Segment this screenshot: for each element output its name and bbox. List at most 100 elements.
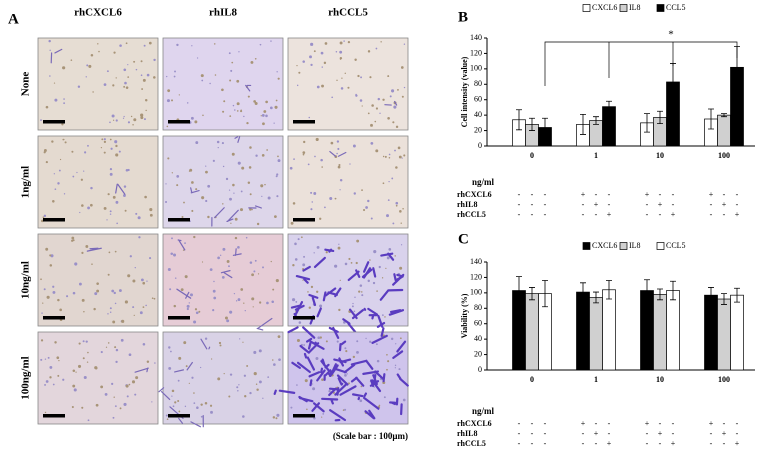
cell-dot <box>167 268 171 272</box>
error-bar <box>670 280 676 301</box>
cell-dot <box>165 200 168 203</box>
cell-dot <box>113 51 116 54</box>
cell-dot <box>62 66 66 70</box>
cell-dot <box>316 245 320 249</box>
cell-dot <box>292 202 296 205</box>
cell-dot <box>251 208 253 211</box>
cell-stain <box>321 397 339 405</box>
cell-dot <box>127 274 131 278</box>
cell-dot <box>245 236 248 239</box>
cell-dot <box>125 384 129 388</box>
table-sign: - <box>531 210 534 219</box>
cell-dot <box>217 146 219 149</box>
cell-dot <box>275 99 278 102</box>
cell-dot <box>201 196 205 200</box>
cell-dot <box>110 147 113 150</box>
cell-dot <box>243 374 247 377</box>
legend-swatch <box>582 242 591 250</box>
table-sign: - <box>608 190 611 199</box>
table-sign: + <box>594 429 599 438</box>
table-sign: - <box>518 200 521 209</box>
cell-dot <box>336 340 339 343</box>
table-sign: - <box>582 439 585 448</box>
cell-stain <box>295 274 311 284</box>
cell-dot <box>113 396 115 398</box>
cell-dot <box>309 55 312 59</box>
cell-dot <box>338 164 341 167</box>
cell-dot <box>398 155 402 159</box>
cell-dot <box>135 376 139 380</box>
cell-dot <box>375 107 379 110</box>
cell-dot <box>112 119 115 121</box>
cell-dot <box>339 58 342 60</box>
x-tick-label: 0 <box>530 151 534 160</box>
cell-stain <box>363 307 379 316</box>
cell-dot <box>214 74 217 76</box>
table-sign: - <box>582 200 585 209</box>
cell-dot <box>336 79 338 82</box>
cell-stain <box>115 183 126 195</box>
cell-dot <box>171 237 173 240</box>
cell-dot <box>165 183 167 185</box>
cell-dot <box>234 217 238 221</box>
cell-dot <box>394 149 396 152</box>
cell-dot <box>73 388 77 392</box>
cell-dot <box>186 102 189 104</box>
cell-stain <box>305 337 325 350</box>
cell-dot <box>371 104 374 107</box>
table-sign: - <box>646 200 649 209</box>
cell-dot <box>338 308 341 312</box>
legend-label: CCL5 <box>666 3 686 12</box>
cell-dot <box>108 251 111 254</box>
table-sign: - <box>518 190 521 199</box>
legend-label: CCL5 <box>666 241 686 250</box>
cell-dot <box>76 171 78 174</box>
cell-dot <box>267 196 271 200</box>
cell-dot <box>229 197 232 201</box>
cell-dot <box>271 300 274 304</box>
cell-dot <box>212 309 215 312</box>
cell-dot <box>228 189 231 191</box>
cell-dot <box>369 340 372 343</box>
cell-dot <box>103 83 107 86</box>
table-sign: + <box>645 419 650 428</box>
cell-dot <box>307 163 310 166</box>
cell-dot <box>376 359 380 363</box>
cell-dot <box>297 238 300 241</box>
cell-dot <box>81 298 85 302</box>
cell-stain <box>50 48 63 64</box>
cell-dot <box>339 178 343 182</box>
cell-dot <box>236 79 240 83</box>
error-bar <box>708 108 714 130</box>
cell-dot <box>261 195 263 198</box>
cell-dot <box>372 281 376 285</box>
cell-dot <box>43 214 47 218</box>
table-sign: - <box>595 419 598 428</box>
cell-dot <box>228 395 231 398</box>
cell-dot <box>107 342 110 344</box>
cell-stain <box>364 409 376 420</box>
cell-dot <box>87 206 91 210</box>
table-sign: + <box>581 419 586 428</box>
cell-dot <box>114 302 117 305</box>
cell-dot <box>49 376 52 379</box>
table-sign: - <box>608 429 611 438</box>
cell-dot <box>115 77 117 79</box>
cell-dot <box>145 109 147 112</box>
cell-dot <box>352 302 354 305</box>
error-bar <box>529 117 535 131</box>
cell-dot <box>367 199 370 203</box>
cell-dot <box>71 236 75 240</box>
cell-dot <box>354 296 356 298</box>
cell-dot <box>115 144 118 148</box>
cell-dot <box>370 217 373 220</box>
cell-dot <box>347 86 350 89</box>
cell-dot <box>44 411 47 414</box>
cell-dot <box>183 341 187 345</box>
cell-stain <box>388 309 405 316</box>
cell-dot <box>277 77 280 80</box>
cell-dot <box>210 410 213 414</box>
cell-dot <box>270 260 272 263</box>
cell-dot <box>167 89 171 93</box>
cell-dot <box>311 201 313 203</box>
